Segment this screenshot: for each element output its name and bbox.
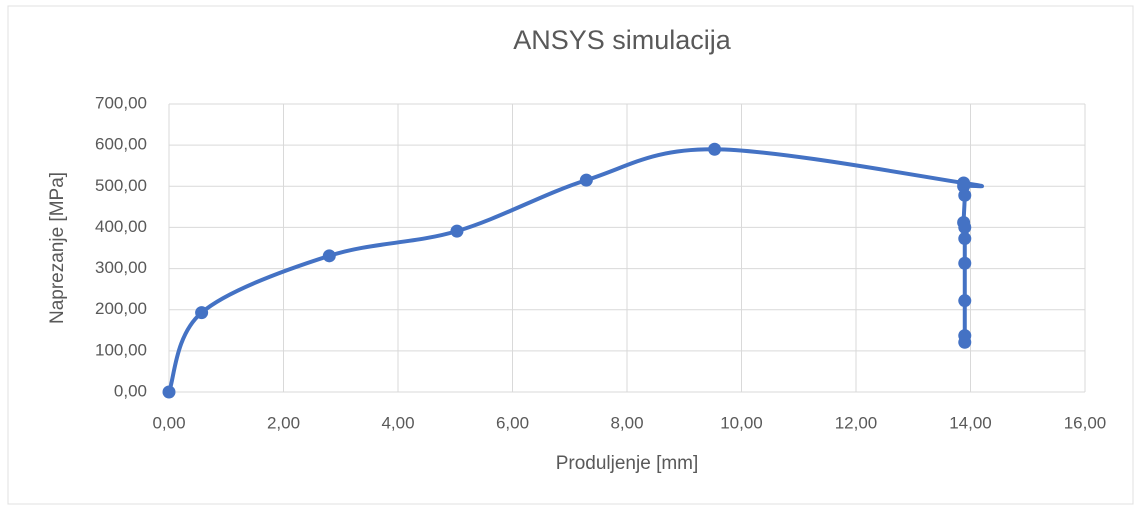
x-tick-label: 16,00 xyxy=(1064,413,1107,432)
x-tick-label: 4,00 xyxy=(381,413,414,432)
x-axis-label: Produljenje [mm] xyxy=(556,453,699,474)
data-point xyxy=(958,188,972,202)
data-point xyxy=(322,249,336,263)
data-point xyxy=(958,256,972,270)
y-axis-label: Naprezanje [MPa] xyxy=(47,172,68,324)
data-point xyxy=(579,173,593,187)
data-point xyxy=(958,294,972,308)
data-point xyxy=(958,220,972,234)
x-tick-label: 6,00 xyxy=(496,413,529,432)
y-tick-label: 300,00 xyxy=(95,258,147,277)
y-tick-label: 600,00 xyxy=(95,135,147,154)
y-tick-label: 500,00 xyxy=(95,176,147,195)
x-tick-label: 14,00 xyxy=(949,413,992,432)
y-tick-label: 700,00 xyxy=(95,93,147,112)
x-tick-label: 0,00 xyxy=(152,413,185,432)
x-tick-label: 2,00 xyxy=(267,413,300,432)
y-tick-label: 0,00 xyxy=(114,381,147,400)
data-point xyxy=(958,232,972,246)
data-point xyxy=(195,306,209,320)
y-tick-label: 200,00 xyxy=(95,299,147,318)
data-point xyxy=(450,224,464,238)
chart-title: ANSYS simulacija xyxy=(513,25,732,55)
y-tick-label: 400,00 xyxy=(95,217,147,236)
x-tick-label: 10,00 xyxy=(720,413,763,432)
data-point xyxy=(162,385,176,399)
data-point xyxy=(958,335,972,349)
x-tick-label: 12,00 xyxy=(835,413,878,432)
y-tick-label: 100,00 xyxy=(95,340,147,359)
data-point xyxy=(708,142,722,156)
x-tick-label: 8,00 xyxy=(610,413,643,432)
chart-border xyxy=(7,5,1134,505)
